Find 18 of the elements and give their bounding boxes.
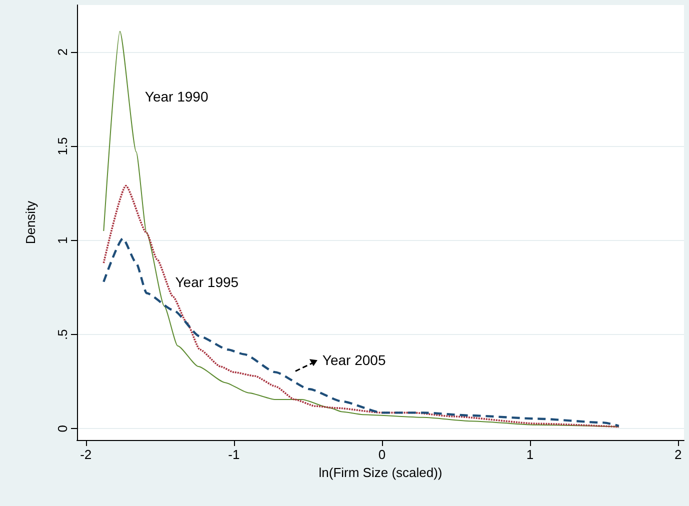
series-label: Year 2005 bbox=[322, 352, 386, 368]
y-tick-label: 0 bbox=[55, 425, 70, 432]
x-tick-label: 0 bbox=[378, 447, 386, 462]
line-series bbox=[103, 30, 620, 428]
y-tick-label: .5 bbox=[55, 329, 70, 340]
y-tick-label: 1 bbox=[55, 236, 70, 244]
line-series bbox=[102, 184, 620, 428]
x-tick-label: -1 bbox=[228, 447, 240, 462]
y-axis-title: Density bbox=[23, 200, 38, 244]
x-tick-label: 1 bbox=[526, 447, 534, 462]
line-series bbox=[102, 237, 620, 427]
x-axis-title: ln(Firm Size (scaled)) bbox=[318, 465, 442, 480]
x-tick-label: -2 bbox=[80, 447, 92, 462]
y-tick-label: 1.5 bbox=[55, 137, 70, 156]
series-label: Year 1995 bbox=[175, 274, 239, 290]
series-label: Year 1990 bbox=[144, 88, 208, 104]
y-tick-label: 2 bbox=[55, 48, 70, 56]
x-tick-label: 2 bbox=[674, 447, 682, 462]
